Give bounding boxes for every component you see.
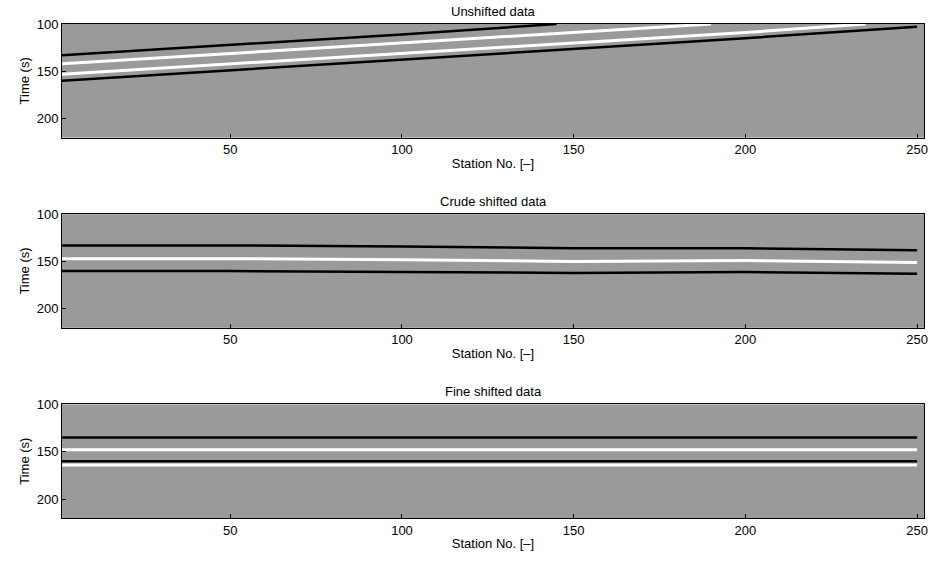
svg-text:Unshifted data: Unshifted data [451, 4, 536, 19]
svg-text:200: 200 [735, 332, 757, 347]
svg-text:100: 100 [391, 523, 413, 538]
svg-text:150: 150 [37, 254, 59, 269]
svg-text:100: 100 [37, 207, 59, 222]
svg-text:250: 250 [906, 142, 928, 157]
svg-text:Time (s): Time (s) [17, 438, 32, 485]
svg-text:50: 50 [223, 142, 237, 157]
svg-text:150: 150 [563, 332, 585, 347]
svg-text:50: 50 [223, 523, 237, 538]
svg-text:100: 100 [37, 17, 59, 32]
svg-text:Fine shifted data: Fine shifted data [445, 384, 542, 399]
svg-text:Time (s): Time (s) [17, 247, 32, 294]
svg-text:250: 250 [906, 332, 928, 347]
svg-text:100: 100 [391, 142, 413, 157]
svg-text:Station No. [–]: Station No. [–] [452, 156, 534, 171]
svg-text:50: 50 [223, 332, 237, 347]
svg-text:Time (s): Time (s) [17, 57, 32, 104]
svg-text:150: 150 [37, 444, 59, 459]
svg-text:Station No. [–]: Station No. [–] [452, 346, 534, 361]
svg-text:150: 150 [563, 142, 585, 157]
svg-text:150: 150 [563, 523, 585, 538]
svg-text:150: 150 [37, 64, 59, 79]
svg-text:200: 200 [37, 111, 59, 126]
svg-text:200: 200 [37, 492, 59, 507]
svg-text:100: 100 [391, 332, 413, 347]
svg-text:100: 100 [37, 397, 59, 412]
svg-text:200: 200 [735, 523, 757, 538]
svg-text:Station No. [–]: Station No. [–] [452, 536, 534, 551]
svg-text:Crude shifted data: Crude shifted data [440, 194, 547, 209]
svg-text:200: 200 [37, 301, 59, 316]
svg-text:250: 250 [906, 523, 928, 538]
svg-text:200: 200 [735, 142, 757, 157]
